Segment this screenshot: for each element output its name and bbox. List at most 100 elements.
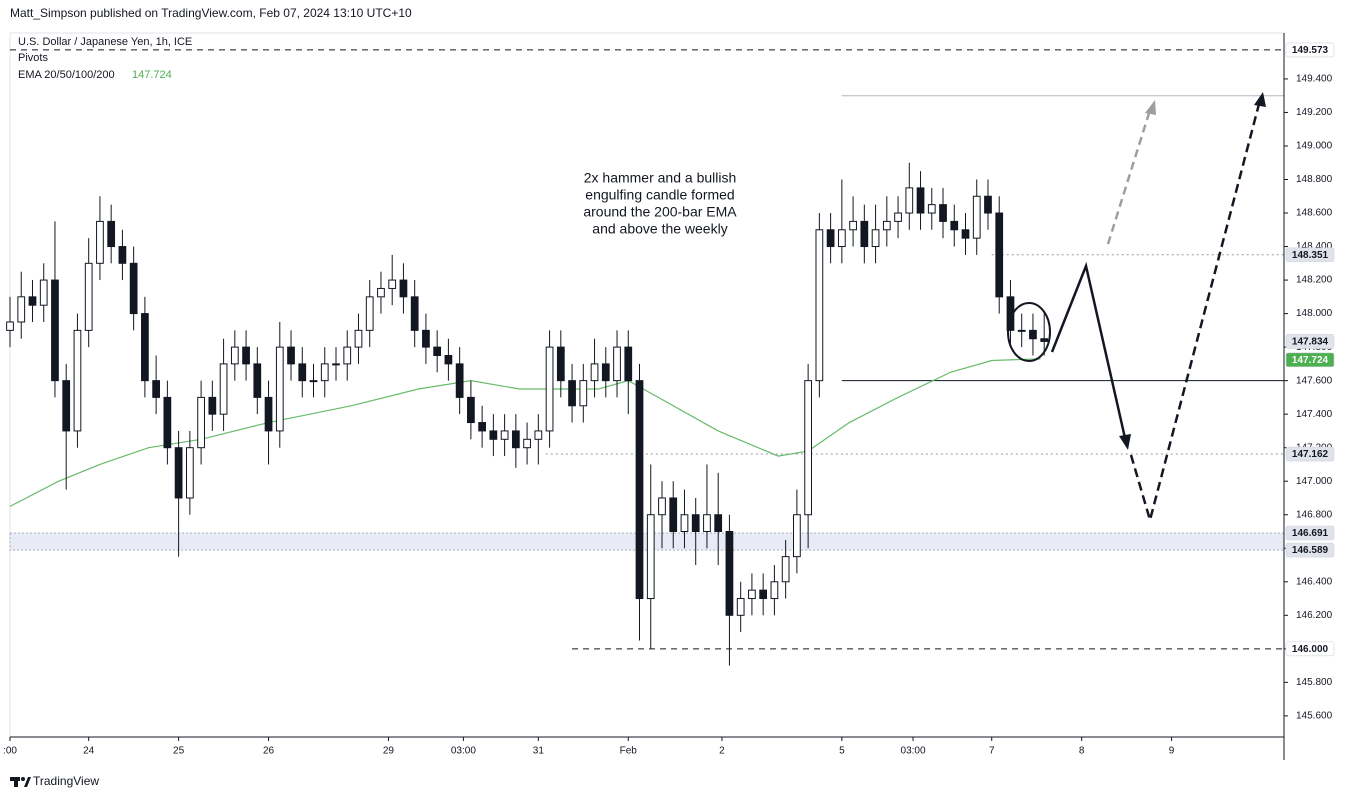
candle-body [62,380,71,432]
candle-body [365,296,374,331]
candle-body [669,497,678,532]
x-tick-label: 8 [1079,746,1085,757]
candle-body [1040,338,1049,342]
candle-body [916,187,925,214]
brand: TradingView [33,774,99,788]
candle-body [287,346,295,365]
candle-body [804,380,812,516]
candle-body [793,514,801,558]
candle-body [467,396,475,424]
candle-body [837,229,846,248]
x-tick-label: 31 [533,746,545,757]
candle-body [197,396,205,449]
y-tick-label: 146.400 [1296,576,1333,587]
candle-body [815,229,824,382]
highlight-circle [1007,302,1051,362]
candle-body [163,396,172,449]
candle-body [511,430,520,449]
candle-body [388,279,397,289]
candle-body [590,363,599,382]
candle-body [781,556,790,583]
price-tag-label: 147.724 [1292,355,1329,366]
candle-body [455,363,464,398]
price-tag [1285,542,1335,558]
candle-body [377,287,385,298]
candle-body [725,530,734,616]
candle-body [691,514,700,532]
candle-body [118,246,127,264]
candle-body [635,380,644,600]
candle-body [51,279,59,382]
x-tick-label: 03:00 [451,746,476,757]
candle-body [264,396,273,432]
candle-body [927,204,936,214]
price-tag [1285,247,1335,263]
indicator-name: Pivots [18,52,48,64]
y-tick-label: 146.200 [1296,610,1333,621]
candle-body [523,438,531,449]
candle-body [950,220,959,231]
arrow-head [1145,100,1156,115]
candle-body [500,430,509,440]
x-tick-label: 26 [263,746,275,757]
candle-body [129,262,138,315]
candle-body [444,354,453,365]
candle-body [624,346,633,382]
x-tick-label: 5 [839,746,845,757]
annotation: and above the weekly [592,221,727,237]
price-tag [1285,334,1335,349]
candle-body [84,262,93,331]
candle-body [534,430,543,440]
symbol-title: U.S. Dollar / Japanese Yen, 1h, ICE [18,36,192,48]
y-tick-label: 146.800 [1296,509,1333,520]
candle-body [984,195,992,214]
candle-body [152,380,161,398]
candle-body [961,229,970,239]
y-tick-label: 148.600 [1296,208,1333,219]
logo-part [24,777,31,787]
x-tick-label: Feb [620,746,638,757]
candle-body [185,447,194,499]
price-tag-label: 146.691 [1292,528,1329,539]
y-tick-label: 147.600 [1296,375,1333,386]
projection-path [1050,261,1127,439]
x-tick-label: 03:00 [901,746,926,757]
candle-body [107,220,116,248]
price-tag-label: 149.573 [1292,45,1329,56]
arrow-head [1254,92,1266,107]
candle-body [770,581,779,600]
y-tick-label: 148.400 [1296,241,1333,252]
logo-part [21,777,25,781]
x-tick-label: 29 [383,746,395,757]
candle-body [433,346,442,356]
logo-part [14,777,18,787]
candle-body [736,598,745,616]
candle-body [275,346,284,432]
drawings [1007,92,1266,525]
candle-body [253,363,262,398]
candle-body [613,346,621,382]
y-tick-label: 149.200 [1296,107,1333,118]
ema-value: 147.724 [132,69,172,81]
candle-body [230,346,239,365]
candle-body [6,321,14,331]
candle-body [39,279,48,306]
price-tag [1285,42,1335,58]
candle-body [646,514,655,600]
candle-body [410,296,419,331]
candle-body [478,422,487,432]
candle-body [309,380,318,383]
x-tick-label: 2 [719,746,725,757]
candle-body [658,497,666,516]
price-tag-label: 146.000 [1292,644,1329,655]
price-tag-label: 147.834 [1292,337,1329,348]
candle-body [882,220,891,231]
candle-body [972,195,981,239]
candle-body [995,212,1004,298]
candle-body [399,279,408,298]
arrow-head [1119,434,1131,450]
y-tick-label: 148.200 [1296,275,1333,286]
candle-body [242,346,250,365]
candle-body [174,447,183,499]
